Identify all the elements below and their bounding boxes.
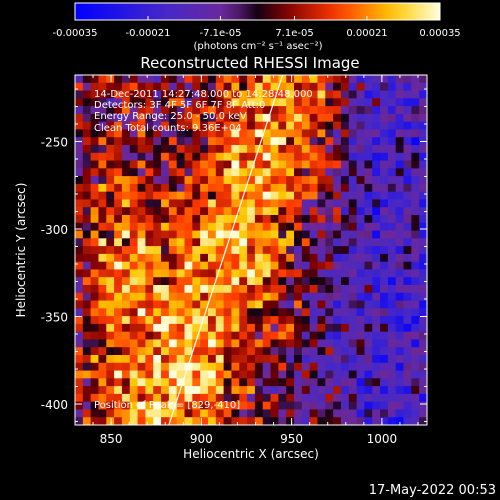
colorbar-ticks [74, 16, 441, 20]
colorbar-tick-label: 0.00035 [419, 28, 460, 39]
annotation-energy: Energy Range: 25.0 - 50.0 keV [94, 111, 247, 122]
x-axis-tick-labels: 850 900 950 1000 [100, 432, 397, 446]
chart-title: Reconstructed RHESSI Image [140, 54, 359, 72]
colorbar-unit-label: (photons cm⁻² s⁻¹ asec⁻²) [193, 41, 322, 52]
y-axis-ticks [75, 88, 427, 422]
colorbar-tick-label: -0.00021 [126, 28, 171, 39]
colorbar-tick-label: 7.1e-05 [275, 28, 313, 39]
plot-area: 850 900 950 1000 -250 -300 -350 -400 [41, 74, 428, 446]
y-axis-tick-labels: -250 -300 -350 -400 [41, 136, 68, 413]
colorbar: -0.00035 -0.00021 -7.1e-05 7.1e-05 0.00021 0.… [53, 2, 461, 52]
colorbar-gradient [74, 2, 441, 21]
annotation-time: 14-Dec-2011 14:27:48.000 to 14:28:48.000 [94, 89, 313, 100]
x-tick-label: 850 [100, 432, 123, 446]
x-tick-label: 1000 [367, 432, 398, 446]
y-tick-label: -250 [41, 136, 68, 150]
y-tick-label: -300 [41, 223, 68, 237]
y-tick-label: -350 [41, 311, 68, 325]
annotation-detectors: Detectors: 3F 4F 5F 6F 7F 8F Att:0 [94, 100, 265, 111]
colorbar-tick-labels: -0.00035 -0.00021 -7.1e-05 7.1e-05 0.00021 0.… [53, 28, 461, 39]
x-tick-label: 950 [280, 432, 303, 446]
x-axis-ticks [92, 75, 419, 425]
annotation-peak: Position of Peak = [829,-410] [94, 400, 240, 411]
colorbar-tick-label: 0.00021 [346, 28, 387, 39]
limb-line [168, 75, 284, 425]
x-axis-label: Heliocentric X (arcsec) [183, 447, 319, 461]
limb-line-path [168, 75, 284, 425]
plot-frame [74, 74, 428, 426]
colorbar-tick-label: -0.00035 [53, 28, 98, 39]
x-tick-label: 900 [190, 432, 213, 446]
y-tick-label: -400 [41, 398, 68, 412]
footer-timestamp: 17-May-2022 00:53 [369, 483, 496, 498]
annotation-counts: Clean Total counts: 9.36E+04 [94, 123, 242, 134]
heatmap [75, 75, 427, 425]
colorbar-tick-label: -7.1e-05 [199, 28, 241, 39]
y-axis-label: Heliocentric Y (arcsec) [14, 183, 28, 318]
